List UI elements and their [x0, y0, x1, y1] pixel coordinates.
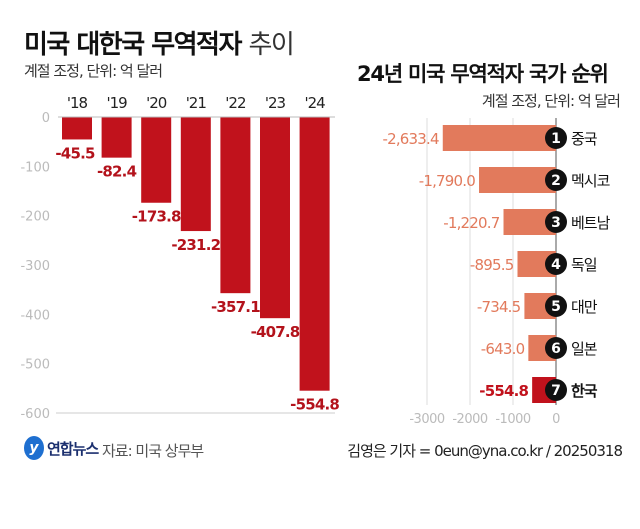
y-tick-label: -600 — [20, 407, 50, 422]
x-tick-label: 0 — [552, 412, 560, 427]
left-chart-title: 미국 대한국 무역적자 추이 — [24, 30, 295, 60]
bar-'21 — [180, 117, 211, 232]
rank-number: 1 — [551, 131, 561, 147]
x-tick-label: -3000 — [409, 412, 445, 427]
rank-number: 2 — [551, 173, 561, 189]
bar-value-label: -407.8 — [251, 323, 300, 341]
rank-number: 5 — [551, 299, 561, 315]
bar-'18 — [62, 117, 92, 140]
bar-'22 — [220, 117, 251, 294]
bar-'19 — [101, 117, 132, 158]
logo-icon: y — [24, 436, 44, 460]
y-tick-label: -400 — [20, 308, 50, 323]
y-tick-label: -200 — [20, 210, 50, 225]
credit-text: 김영은 기자 = 0eun@yna.co.kr / 20250318 — [347, 442, 623, 460]
bar-'20 — [141, 117, 172, 203]
rank-badge — [545, 169, 567, 191]
bar-중국 — [442, 125, 556, 151]
rank-badge — [545, 379, 567, 401]
rank-number: 7 — [551, 383, 561, 399]
country-label: 독일 — [571, 256, 597, 274]
rank-badge — [545, 211, 567, 233]
country-label: 일본 — [571, 340, 597, 358]
x-tick-label: '18 — [67, 94, 88, 112]
x-tick-label: '23 — [265, 94, 286, 112]
x-tick-label: '22 — [225, 94, 246, 112]
bar-value-label: -554.8 — [290, 396, 339, 414]
bar-value-label: -734.5 — [477, 298, 521, 316]
rank-number: 3 — [551, 215, 561, 231]
bar-멕시코 — [479, 167, 556, 193]
country-label: 한국 — [571, 382, 598, 400]
y-tick-label: -500 — [20, 358, 50, 373]
bar-value-label: -231.2 — [171, 236, 220, 254]
rank-badge — [545, 127, 567, 149]
bar-'23 — [260, 117, 290, 319]
rank-badge — [545, 295, 567, 317]
x-tick-label: -2000 — [452, 412, 488, 427]
rank-number: 4 — [551, 257, 561, 273]
country-label: 대만 — [571, 298, 598, 316]
x-tick-label: -1000 — [495, 412, 531, 427]
bar-value-label: -82.4 — [97, 163, 137, 181]
country-label: 멕시코 — [571, 172, 610, 190]
rank-number: 6 — [551, 341, 561, 357]
right-chart-title: 24년 미국 무역적자 국가 순위 — [357, 62, 609, 86]
bar-value-label: -357.1 — [211, 298, 260, 316]
yonhap-logo: y 연합뉴스 — [24, 436, 99, 460]
x-tick-label: '24 — [304, 94, 325, 112]
y-tick-label: 0 — [42, 111, 50, 126]
left-chart-subtitle: 계절 조정, 단위: 억 달러 — [24, 62, 163, 80]
bar-value-label: -45.5 — [55, 144, 95, 162]
bar-value-label: -1,220.7 — [443, 214, 500, 232]
y-tick-label: -300 — [20, 259, 50, 274]
y-tick-label: -100 — [20, 160, 50, 175]
bar-value-label: -554.8 — [479, 382, 528, 400]
source-text: 자료: 미국 상무부 — [102, 442, 204, 460]
bar-value-label: -895.5 — [470, 256, 514, 274]
right-chart-subtitle: 계절 조정, 단위: 억 달러 — [481, 92, 621, 110]
country-label: 베트남 — [571, 214, 611, 232]
country-label: 중국 — [571, 130, 598, 148]
rank-badge — [545, 337, 567, 359]
bar-value-label: -2,633.4 — [382, 130, 439, 148]
bar-value-label: -1,790.0 — [419, 172, 476, 190]
rank-badge — [545, 253, 567, 275]
bar-value-label: -173.8 — [132, 208, 181, 226]
x-tick-label: '19 — [106, 94, 127, 112]
x-tick-label: '20 — [146, 94, 167, 112]
bar-'24 — [299, 117, 330, 391]
left-chart-title-light: 추이 — [248, 30, 294, 60]
x-tick-label: '21 — [186, 94, 207, 112]
bar-value-label: -643.0 — [481, 340, 525, 358]
